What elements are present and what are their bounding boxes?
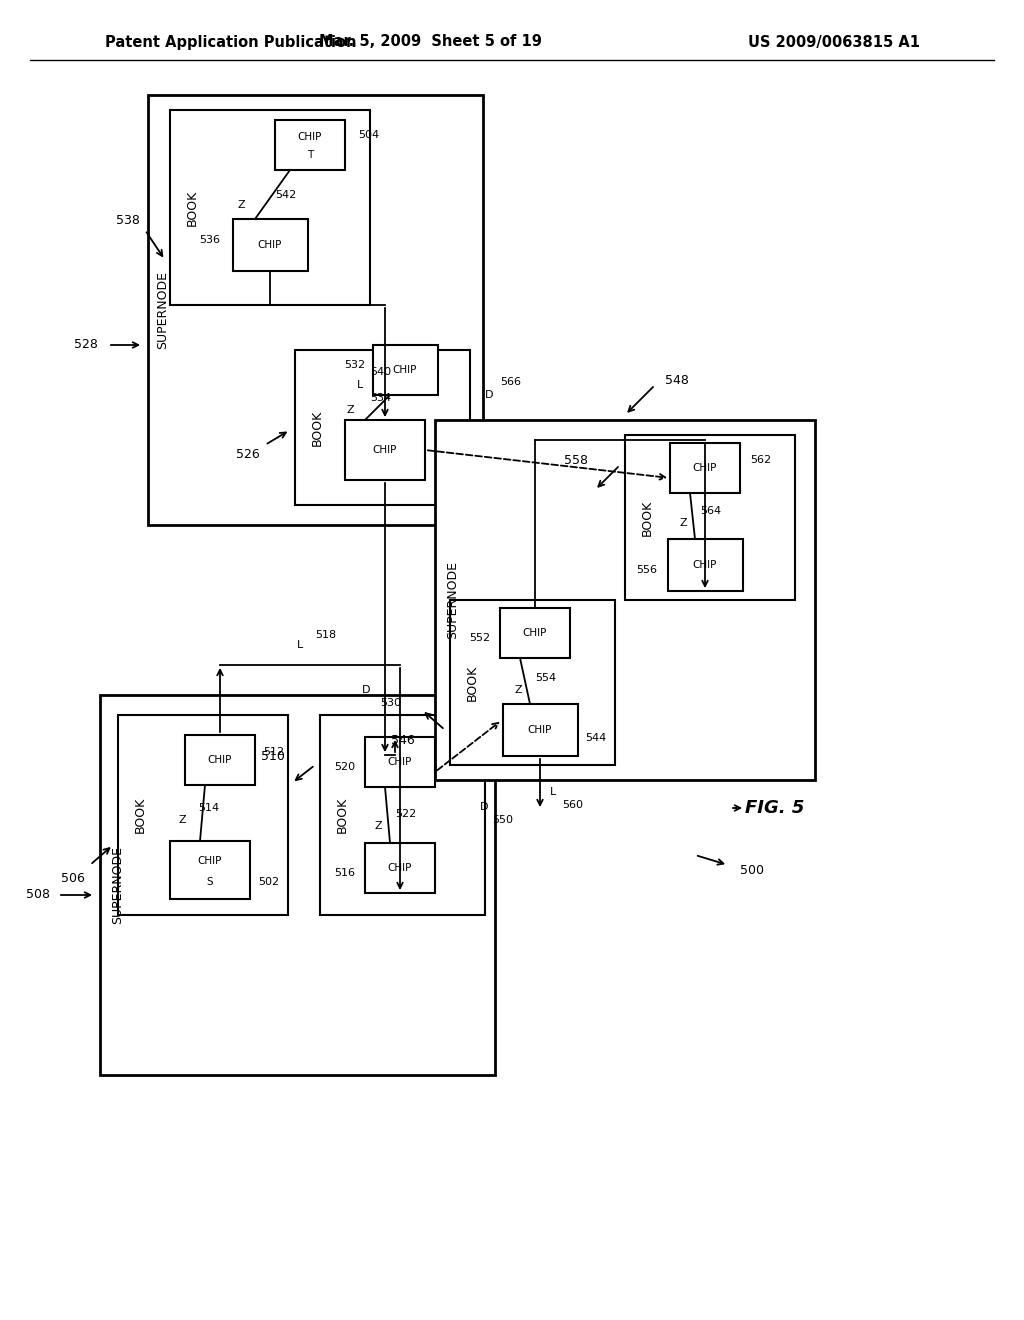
Text: CHIP: CHIP — [373, 445, 397, 455]
Text: CHIP: CHIP — [527, 725, 552, 735]
Text: 516: 516 — [334, 869, 355, 878]
Text: 564: 564 — [700, 506, 721, 516]
Text: US 2009/0063815 A1: US 2009/0063815 A1 — [748, 34, 920, 49]
Text: 558: 558 — [564, 454, 588, 466]
Bar — [365, 737, 435, 787]
Text: BOOK: BOOK — [185, 189, 199, 226]
Bar — [185, 735, 255, 785]
Text: 530: 530 — [380, 698, 401, 708]
Text: 522: 522 — [395, 809, 416, 818]
Text: 554: 554 — [535, 673, 556, 682]
Bar — [625, 436, 795, 601]
Text: BOOK: BOOK — [466, 664, 478, 701]
Text: 562: 562 — [750, 455, 771, 465]
Text: 542: 542 — [275, 190, 296, 201]
Text: 534: 534 — [370, 393, 391, 403]
Bar — [118, 715, 288, 915]
Text: 546: 546 — [391, 734, 415, 747]
Text: CHIP: CHIP — [388, 756, 413, 767]
Bar — [670, 444, 740, 492]
Text: 536: 536 — [199, 235, 220, 246]
Text: 508: 508 — [26, 888, 50, 902]
Text: L: L — [550, 787, 556, 797]
Text: 544: 544 — [585, 733, 606, 743]
Text: D: D — [361, 685, 370, 696]
Bar — [275, 120, 345, 170]
Text: 510: 510 — [261, 751, 285, 763]
Text: Mar. 5, 2009  Sheet 5 of 19: Mar. 5, 2009 Sheet 5 of 19 — [318, 34, 542, 49]
Text: D: D — [485, 389, 494, 400]
Bar — [345, 420, 425, 480]
Text: T: T — [307, 150, 313, 160]
Bar — [295, 350, 470, 506]
Text: 502: 502 — [258, 876, 280, 887]
Text: Z: Z — [238, 201, 245, 210]
Text: 506: 506 — [61, 871, 85, 884]
Text: CHIP: CHIP — [393, 366, 417, 375]
Text: 528: 528 — [74, 338, 98, 351]
Text: 518: 518 — [315, 630, 336, 640]
Bar — [450, 601, 615, 766]
Text: D: D — [480, 803, 488, 812]
Text: FIG. 5: FIG. 5 — [745, 799, 805, 817]
Text: 520: 520 — [334, 762, 355, 772]
Text: Patent Application Publication: Patent Application Publication — [105, 34, 356, 49]
Text: S: S — [207, 876, 213, 887]
Text: 512: 512 — [263, 747, 284, 756]
Text: Z: Z — [178, 814, 185, 825]
Text: SUPERNODE: SUPERNODE — [112, 846, 125, 924]
Text: BOOK: BOOK — [336, 797, 348, 833]
Bar — [319, 715, 485, 915]
Text: 526: 526 — [237, 449, 260, 462]
Bar — [365, 843, 435, 894]
Bar — [232, 219, 307, 271]
Text: BOOK: BOOK — [310, 409, 324, 446]
Text: Z: Z — [679, 517, 687, 528]
Text: 540: 540 — [370, 367, 391, 378]
Text: SUPERNODE: SUPERNODE — [157, 271, 170, 348]
Text: Z: Z — [346, 405, 354, 414]
Text: 556: 556 — [636, 565, 657, 576]
Text: 500: 500 — [740, 863, 764, 876]
Text: CHIP: CHIP — [388, 863, 413, 873]
Text: L: L — [297, 640, 303, 649]
Bar — [148, 95, 483, 525]
Text: 550: 550 — [492, 814, 513, 825]
Text: CHIP: CHIP — [208, 755, 232, 766]
Text: 566: 566 — [500, 378, 521, 387]
Text: 548: 548 — [665, 374, 689, 387]
Text: 504: 504 — [358, 129, 379, 140]
Text: Z: Z — [374, 821, 382, 832]
Text: 560: 560 — [562, 800, 583, 810]
Bar — [373, 345, 437, 395]
Text: BOOK: BOOK — [133, 797, 146, 833]
Bar — [500, 609, 570, 657]
Text: L: L — [356, 380, 362, 389]
Bar — [435, 420, 815, 780]
Text: CHIP: CHIP — [693, 463, 717, 473]
Text: CHIP: CHIP — [258, 240, 283, 249]
Text: CHIP: CHIP — [693, 560, 717, 570]
Text: CHIP: CHIP — [198, 857, 222, 866]
Text: 538: 538 — [116, 214, 140, 227]
Text: 552: 552 — [469, 634, 490, 643]
Bar — [170, 841, 250, 899]
Text: 532: 532 — [344, 360, 365, 370]
Text: BOOK: BOOK — [640, 499, 653, 536]
Text: CHIP: CHIP — [298, 132, 323, 143]
Bar — [100, 696, 495, 1074]
Bar — [503, 704, 578, 756]
Text: Z: Z — [514, 685, 522, 696]
Text: CHIP: CHIP — [523, 628, 547, 638]
Text: SUPERNODE: SUPERNODE — [446, 561, 460, 639]
Bar — [668, 539, 742, 591]
Bar — [170, 110, 370, 305]
Text: 514: 514 — [198, 803, 219, 813]
